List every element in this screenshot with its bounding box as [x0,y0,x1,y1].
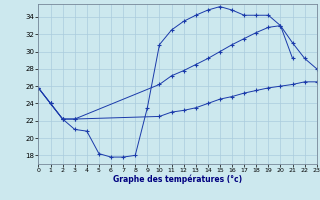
X-axis label: Graphe des températures (°c): Graphe des températures (°c) [113,175,242,184]
